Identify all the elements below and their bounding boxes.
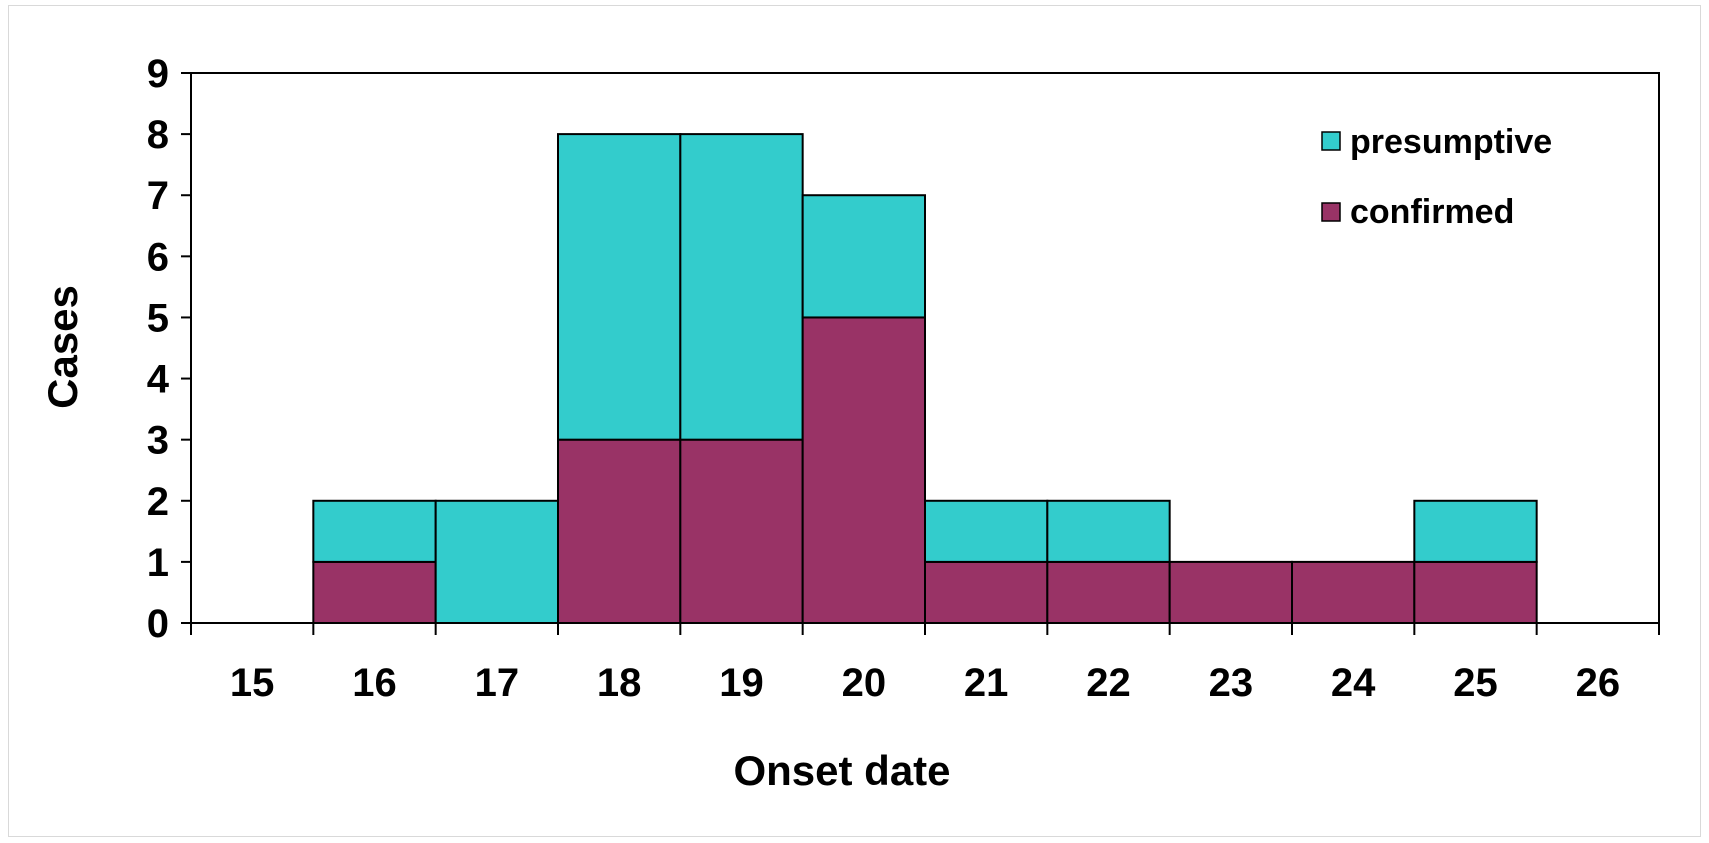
y-tick-label: 8	[147, 113, 169, 157]
x-tick-label: 21	[964, 661, 1009, 705]
y-tick-label: 7	[147, 174, 169, 218]
y-tick-label: 6	[147, 235, 169, 279]
x-ticks-group: 15 16 17 18 19 20 21 22 23 24 25 26	[190, 623, 1660, 705]
x-tick-label: 22	[1086, 661, 1131, 705]
bar-confirmed-25	[1413, 560, 1538, 625]
x-axis-title: Onset date	[733, 747, 950, 794]
y-tick-label: 2	[147, 480, 169, 524]
x-tick-label: 15	[230, 661, 275, 705]
bar-confirmed-19	[679, 438, 804, 624]
bar-presumptive-22	[1046, 499, 1171, 563]
x-tick-label: 26	[1576, 661, 1621, 705]
y-tick-label: 1	[147, 541, 169, 585]
x-tick-label: 18	[597, 661, 642, 705]
legend: presumptive confirmed	[1321, 123, 1552, 231]
x-tick-label: 17	[475, 661, 520, 705]
bar-presumptive-16	[312, 499, 437, 563]
bar-presumptive-21	[924, 499, 1049, 563]
x-tick-label: 25	[1453, 661, 1498, 705]
legend-label-presumptive: presumptive	[1350, 123, 1552, 161]
bar-presumptive-18	[557, 133, 682, 441]
bar-confirmed-16	[312, 560, 437, 625]
y-ticks-group: 0 1 2 3 4 5 6 7 8 9	[147, 52, 191, 646]
bar-confirmed-22	[1046, 560, 1171, 625]
bar-presumptive-20	[801, 194, 927, 319]
y-tick-label: 0	[147, 602, 169, 646]
y-tick-label: 5	[147, 296, 169, 340]
x-tick-label: 23	[1209, 661, 1254, 705]
bar-presumptive-19	[679, 133, 804, 441]
bar-confirmed-18	[557, 438, 682, 624]
bar-presumptive-17	[434, 499, 559, 624]
y-axis-title: Cases	[39, 285, 86, 409]
x-tick-label: 19	[719, 661, 764, 705]
bar-confirmed-24	[1291, 560, 1416, 625]
x-tick-label: 24	[1331, 661, 1376, 705]
x-tick-label: 20	[842, 661, 887, 705]
bar-presumptive-25	[1413, 499, 1538, 563]
legend-swatch-presumptive	[1321, 131, 1341, 151]
bar-confirmed-23	[1168, 560, 1293, 625]
y-tick-label: 4	[147, 358, 170, 402]
bar-confirmed-21	[924, 560, 1049, 625]
y-tick-label: 3	[147, 419, 169, 463]
legend-label-confirmed: confirmed	[1350, 193, 1514, 231]
x-tick-label: 16	[352, 661, 397, 705]
y-tick-label: 9	[147, 52, 169, 96]
bars-group	[312, 133, 1538, 625]
bar-confirmed-20	[801, 316, 927, 624]
legend-swatch-confirmed	[1321, 202, 1341, 222]
